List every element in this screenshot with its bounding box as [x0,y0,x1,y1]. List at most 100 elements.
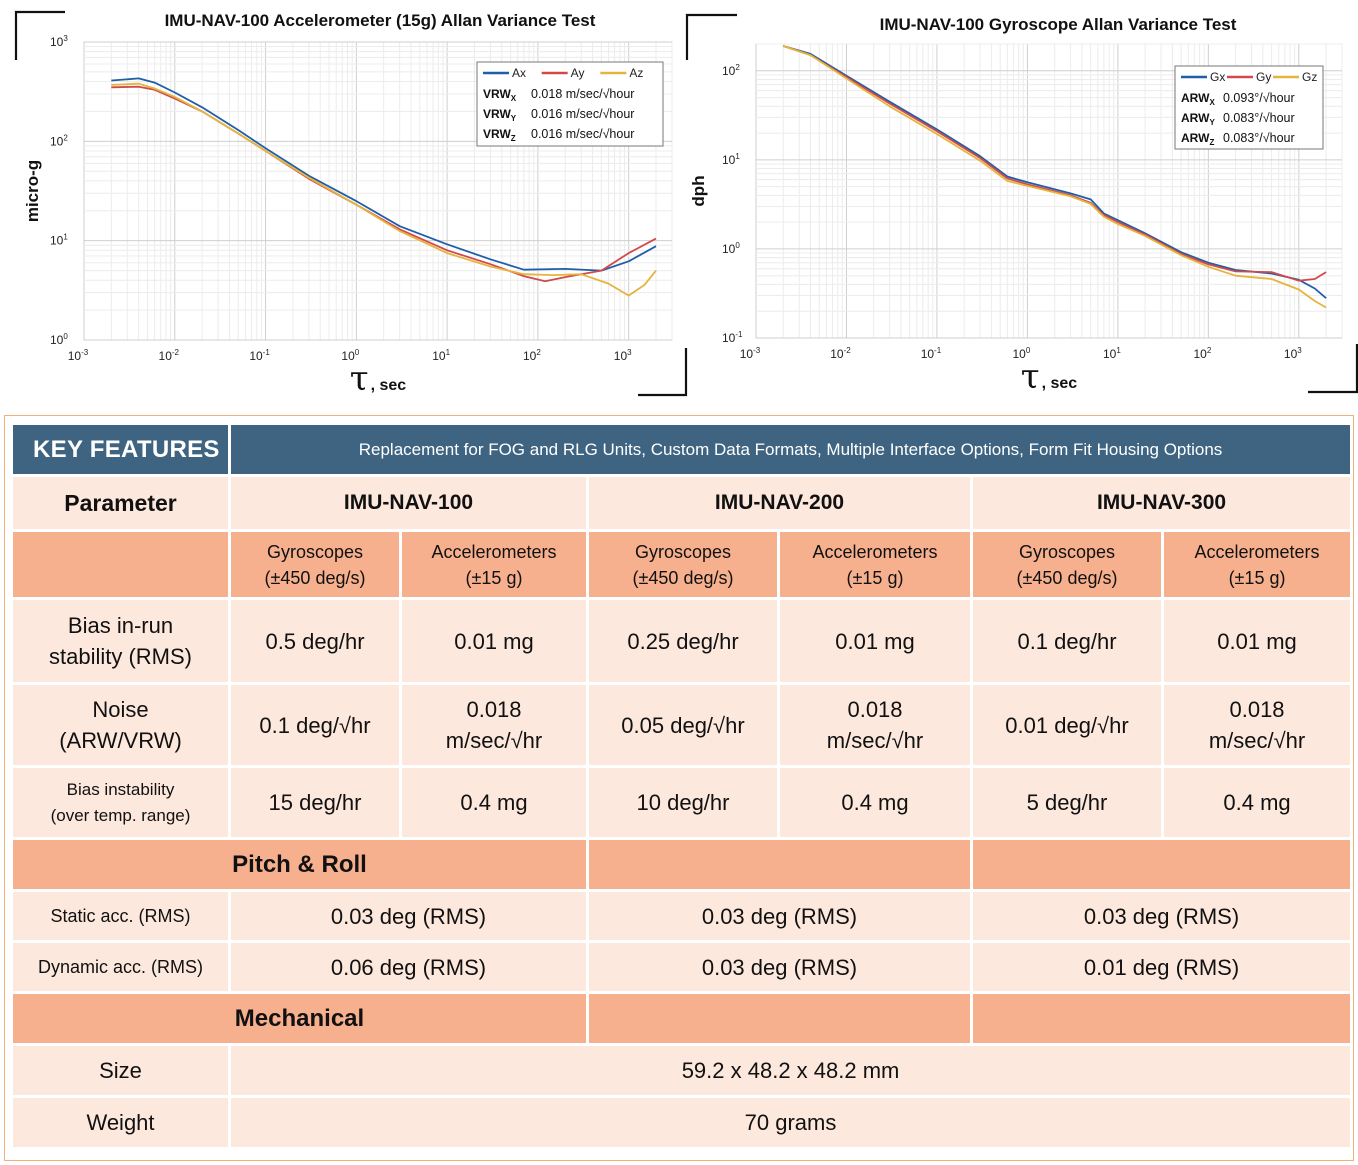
legend-metric-label: ARWX [1181,91,1215,107]
x-tick-label: 10-1 [249,348,270,363]
row-label: Bias instability (over temp. range) [13,768,231,840]
x-tick-label: 102 [523,348,541,363]
gyroscope-chart-svg: 10-3 10-2 10-1 100 101 102 103 10-1 100 101 102 IMU… [685,13,1358,397]
table-cell: 15 deg/hr [231,768,402,840]
key-features-title: KEY FEATURES [13,425,231,477]
pitch-roll-section-row: Pitch & Roll [13,840,1351,892]
section-blank [589,840,973,892]
model-header-row: Parameter IMU-NAV-100 IMU-NAV-200 IMU-NA… [13,477,1351,532]
y-axis-label: micro-g [23,160,42,222]
x-tick-label: 101 [1103,346,1121,361]
row-label: Weight [13,1098,231,1150]
row-label: Static acc. (RMS) [13,892,231,943]
y-tick-label: 101 [722,152,740,167]
table-cell: 0.05 deg/√hr [589,685,780,768]
subheader-cell: Gyroscopes (±450 deg/s) [589,532,780,600]
legend-box [1174,65,1324,150]
size-row: Size 59.2 x 48.2 x 48.2 mm [13,1046,1351,1098]
pitch-roll-heading: Pitch & Roll [13,840,589,892]
x-axis-label: τ, sec [350,359,407,399]
y-tick-label: 10-1 [722,330,743,345]
legend-box [476,61,664,147]
subheader-cell: Accelerometers (±15 g) [780,532,973,600]
y-tick-label: 102 [722,63,740,78]
section-blank [973,840,1351,892]
legend-series-label: Gy [1256,70,1271,84]
y-tick-label: 100 [722,241,740,256]
legend-metric-label: ARWZ [1181,131,1214,147]
legend-series-label: Gx [1210,70,1225,84]
y-axis-label: dph [689,175,708,206]
y-tick-label: 101 [50,233,68,248]
row-label: Size [13,1046,231,1098]
x-tick-label: 10-3 [740,346,761,361]
x-axis-label: τ, sec [1021,357,1078,397]
spec-table-frame: KEY FEATURES Replacement for FOG and RLG… [4,415,1354,1161]
noise-row: Noise (ARW/VRW) 0.1 deg/√hr 0.018 m/sec/√h… [13,685,1351,768]
legend-metric-value: 0.016 m/sec/√hour [531,127,634,141]
dynamic-acc-row: Dynamic acc. (RMS) 0.06 deg (RMS) 0.03 d… [13,943,1351,994]
table-cell: 0.018 m/sec/√hr [402,685,589,768]
legend-metric-value: 0.018 m/sec/√hour [531,87,634,101]
table-cell: 0.018 m/sec/√hr [1164,685,1351,768]
table-cell: 0.4 mg [780,768,973,840]
corner-bracket [685,13,737,60]
table-cell: 0.4 mg [1164,768,1351,840]
y-tick-label: 102 [50,133,68,148]
accelerometer-allan-chart: 10-3 10-2 10-1 100 101 102 103 100 101 102 103 IMU-… [0,0,690,405]
corner-bracket [14,10,65,60]
table-cell: 0.1 deg/√hr [231,685,402,768]
series-line-ax [111,77,657,272]
table-cell: 0.5 deg/hr [231,600,402,685]
x-tick-label: 10-2 [830,346,851,361]
y-tick-label: 100 [50,332,68,347]
spec-table: KEY FEATURES Replacement for FOG and RLG… [13,425,1351,1150]
model-header-300: IMU-NAV-300 [973,477,1351,532]
weight-row: Weight 70 grams [13,1098,1351,1150]
x-tick-label: 100 [341,348,359,363]
x-tick-label: 102 [1193,346,1211,361]
key-features-row: KEY FEATURES Replacement for FOG and RLG… [13,425,1351,477]
table-cell: 0.03 deg (RMS) [589,943,973,994]
row-label: Noise (ARW/VRW) [13,685,231,768]
section-blank [589,994,973,1046]
model-header-200: IMU-NAV-200 [589,477,973,532]
legend-metric-value: 0.083°/√hour [1223,131,1295,145]
parameter-header: Parameter [13,477,231,532]
series-line-gx [782,45,1327,299]
bias-in-run-row: Bias in-run stability (RMS) 0.5 deg/hr 0.… [13,600,1351,685]
corner-bracket [1308,344,1358,394]
table-cell: 0.01 mg [780,600,973,685]
legend-metric-value: 0.093°/√hour [1223,91,1295,105]
subheader-cell: Accelerometers (±15 g) [1164,532,1351,600]
legend-metric-label: ARWY [1181,111,1215,127]
row-label: Dynamic acc. (RMS) [13,943,231,994]
table-cell: 0.25 deg/hr [589,600,780,685]
table-cell: 0.01 deg (RMS) [973,943,1351,994]
legend-metric-value: 0.083°/√hour [1223,111,1295,125]
legend-metric-value: 0.016 m/sec/√hour [531,107,634,121]
mechanical-heading: Mechanical [13,994,589,1046]
mechanical-section-row: Mechanical [13,994,1351,1046]
x-tick-label: 10-2 [159,348,180,363]
subheader-empty [13,532,231,600]
chart-title: IMU-NAV-100 Accelerometer (15g) Allan Va… [165,11,596,30]
x-tick-label: 100 [1013,346,1031,361]
x-tick-label: 103 [1284,346,1302,361]
x-tick-label: 103 [614,348,632,363]
x-tick-label: 10-1 [921,346,942,361]
series-line-gz [782,45,1327,309]
table-cell: 0.4 mg [402,768,589,840]
series-line-az [111,82,657,297]
bias-instability-row: Bias instability (over temp. range) 15 de… [13,768,1351,840]
legend-metric-label: VRWX [483,87,517,103]
model-header-100: IMU-NAV-100 [231,477,589,532]
legend-series-label: Ay [571,66,585,80]
table-cell: 0.03 deg (RMS) [231,892,589,943]
corner-bracket [638,348,688,397]
legend-metric-label: VRWZ [483,127,516,143]
section-blank [973,994,1351,1046]
table-cell: 0.06 deg (RMS) [231,943,589,994]
table-cell: 59.2 x 48.2 x 48.2 mm [231,1046,1351,1098]
table-cell: 10 deg/hr [589,768,780,840]
